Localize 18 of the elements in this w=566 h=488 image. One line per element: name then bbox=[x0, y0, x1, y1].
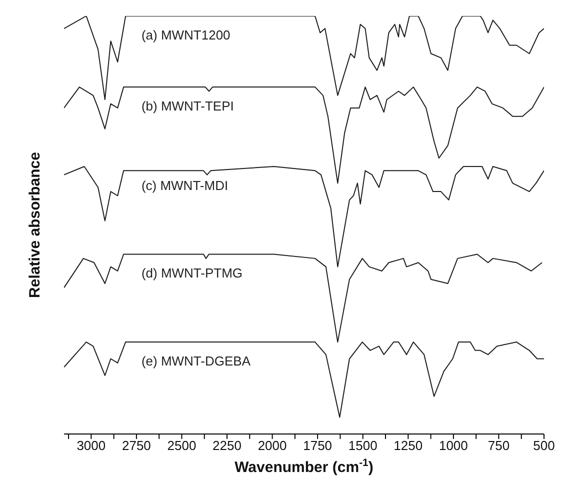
x-tick-label: 1250 bbox=[394, 438, 423, 454]
x-tick-label: 3000 bbox=[76, 438, 106, 454]
x-tick-label: 500 bbox=[533, 438, 555, 454]
x-tick-label: 2250 bbox=[212, 438, 242, 454]
x-tick-label: 1750 bbox=[303, 438, 332, 454]
series-label: (e) MWNT-DGEBA bbox=[141, 353, 251, 368]
x-tick-label: 750 bbox=[488, 438, 510, 454]
series-label: (a) MWNT1200 bbox=[141, 27, 230, 42]
x-tick-label: 1500 bbox=[348, 438, 378, 454]
series-label: (b) MWNT-TEPI bbox=[141, 98, 234, 114]
x-axis-title: Wavenumber (cm$^{-1}$) bbox=[234, 457, 374, 476]
x-tick-label: 2750 bbox=[122, 438, 151, 454]
x-tick-label: 2500 bbox=[167, 438, 196, 454]
y-axis-title: Relative absorbance bbox=[26, 152, 44, 298]
x-tick-label: 1000 bbox=[438, 438, 468, 454]
series-label: (c) MWNT-MDI bbox=[141, 178, 228, 193]
series-label: (d) MWNT-PTMG bbox=[141, 266, 243, 281]
x-tick-label: 2000 bbox=[258, 438, 287, 454]
